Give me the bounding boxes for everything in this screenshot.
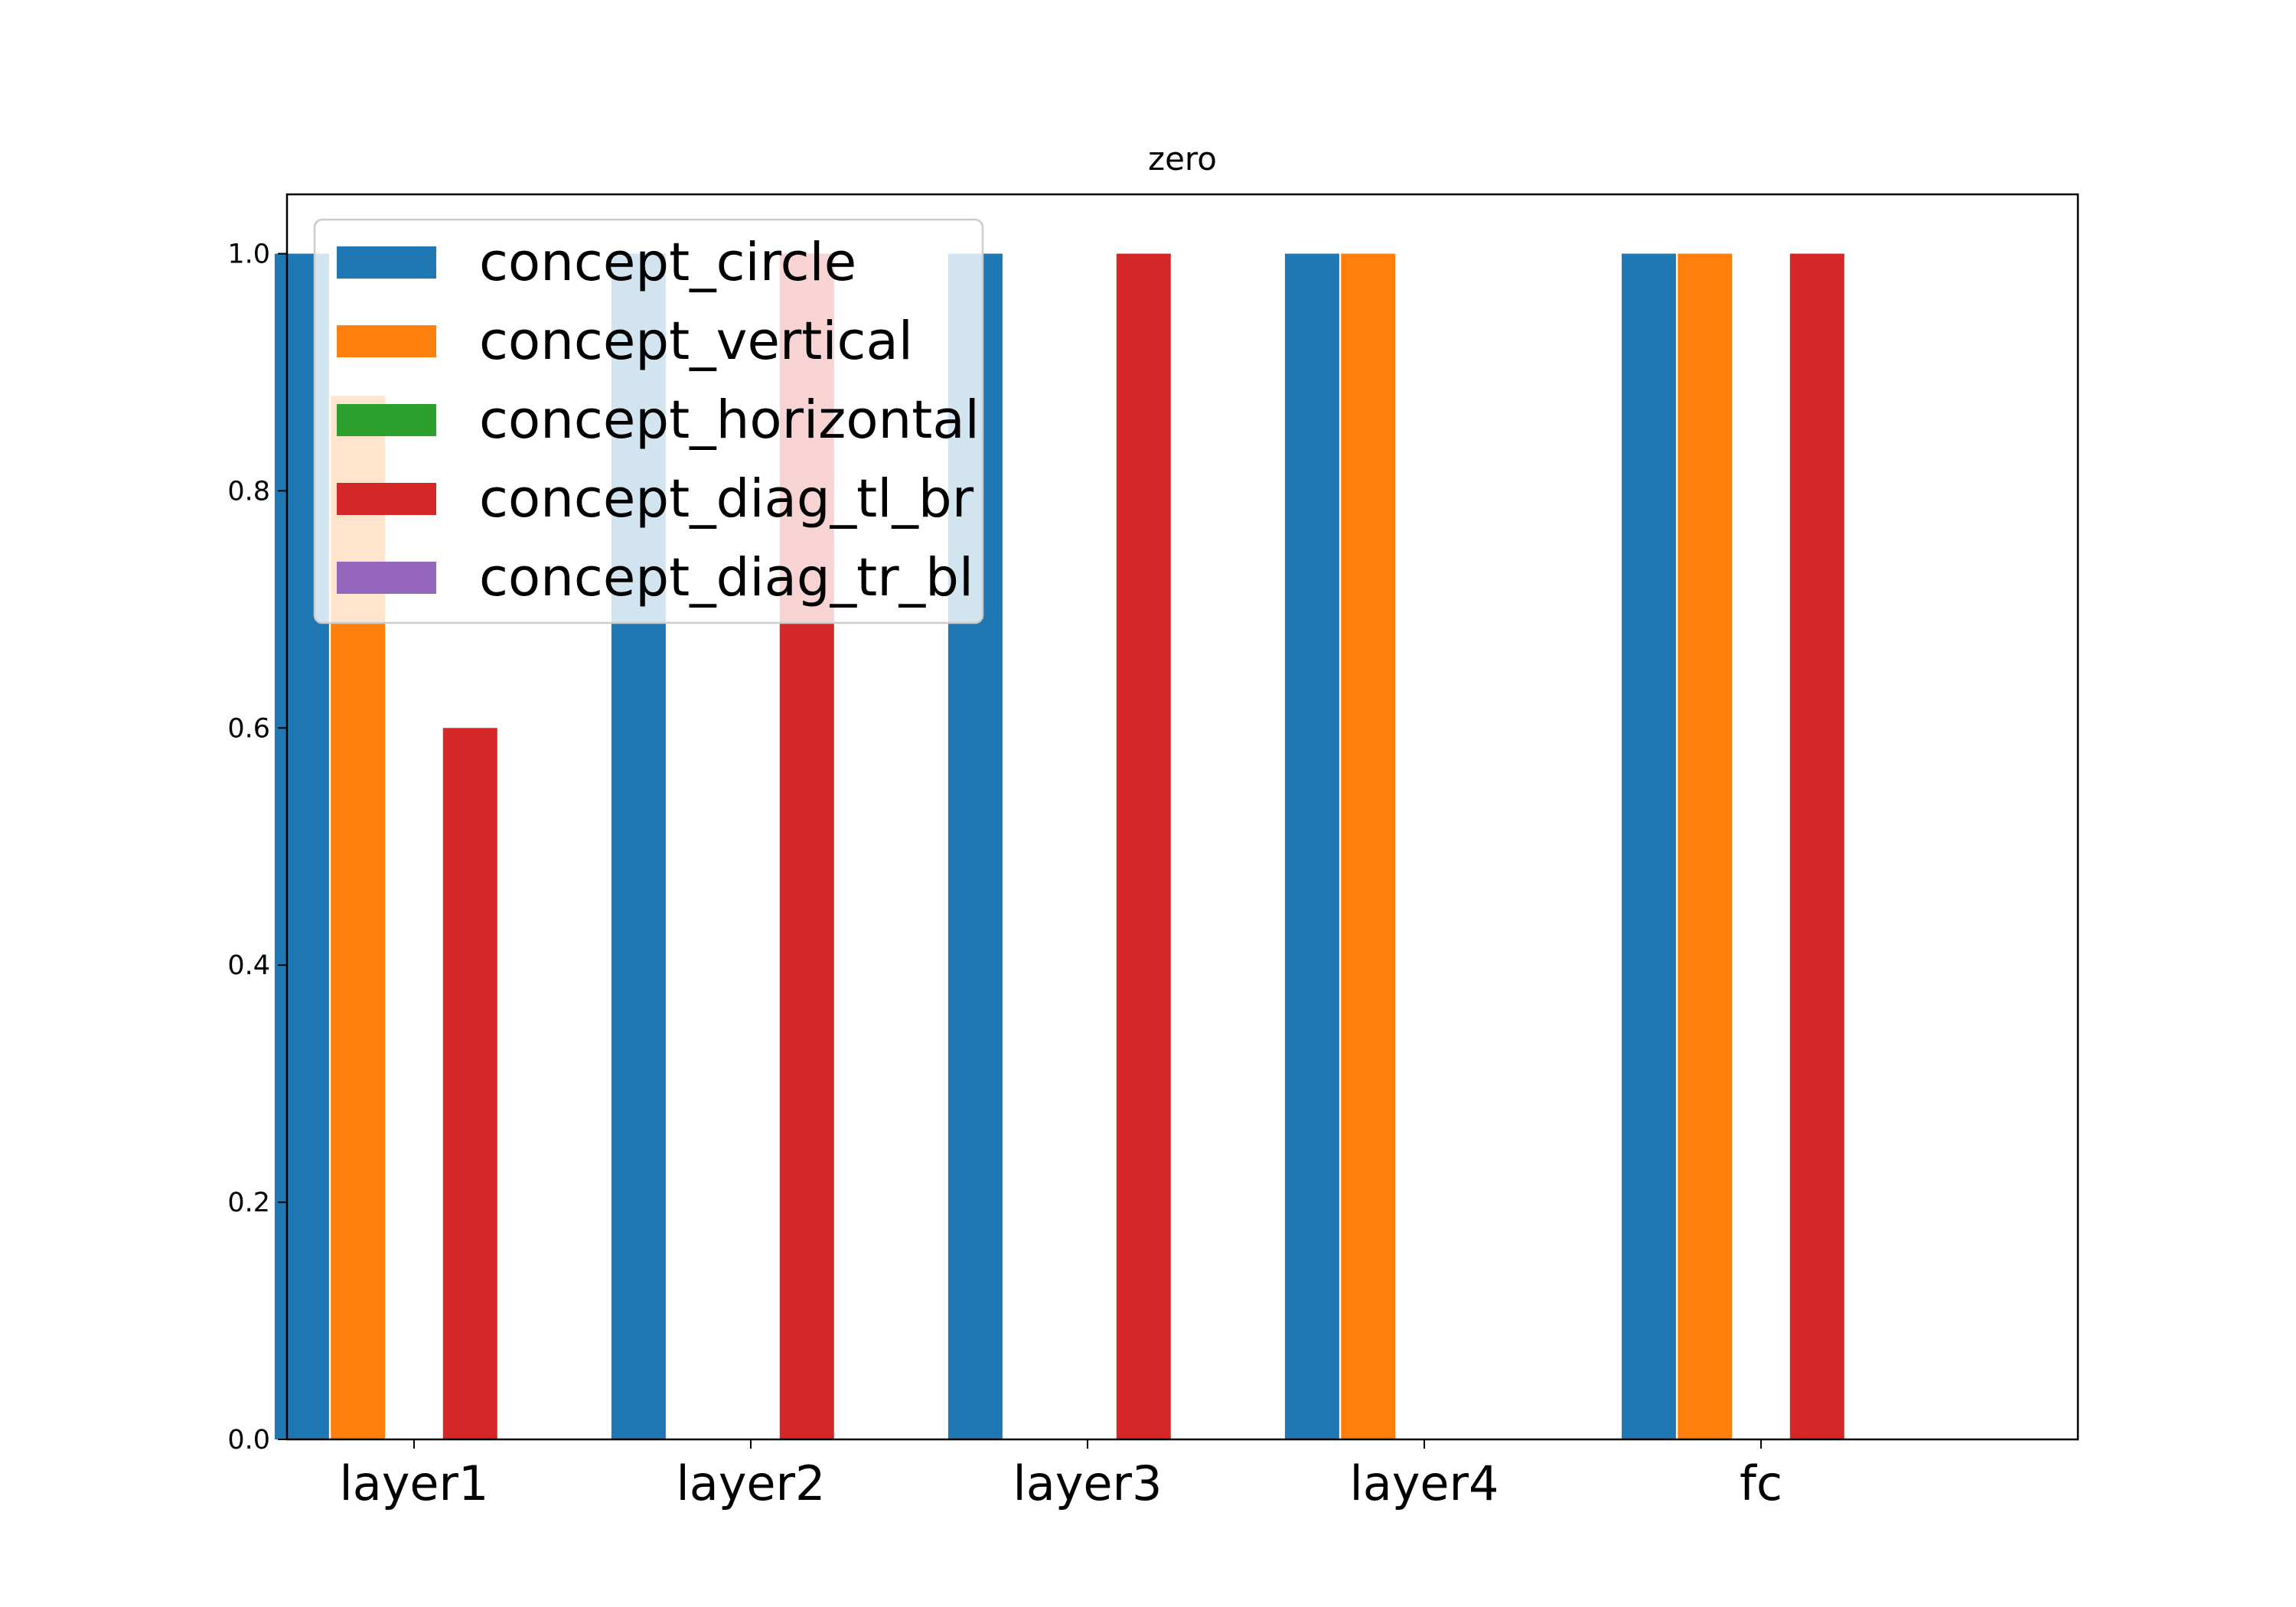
x-tick-label-layer3: layer3	[1013, 1455, 1163, 1511]
legend-swatch-concept_vertical	[337, 325, 436, 357]
x-tick-label-fc: fc	[1740, 1455, 1782, 1511]
y-tick-label: 0.6	[227, 713, 270, 744]
x-tick-label-layer2: layer2	[677, 1455, 826, 1511]
x-tick-label-layer1: layer1	[340, 1455, 489, 1511]
legend-label-concept_horizontal: concept_horizontal	[479, 390, 980, 451]
legend-box	[313, 218, 984, 624]
x-axis: layer1 layer2 layer3 layer4 fc	[340, 1439, 1782, 1511]
y-tick-label: 0.2	[227, 1188, 270, 1218]
legend-swatch-concept_circle	[337, 246, 436, 279]
y-axis: 0.0 0.2 0.4 0.6 0.8 1.0	[227, 239, 287, 1455]
legend: concept_circle concept_vertical concept_ho…	[313, 218, 984, 624]
y-tick-label: 0.4	[227, 950, 270, 981]
bar-concept_vertical-fc	[1678, 253, 1733, 1439]
legend-label-concept_circle: concept_circle	[479, 232, 856, 293]
chart-title: zero	[1148, 140, 1217, 178]
bar-concept_diag_tl_br-layer1	[442, 728, 497, 1439]
legend-swatch-concept_diag_tl_br	[337, 483, 436, 515]
legend-label-concept_diag_tr_bl: concept_diag_tr_bl	[479, 547, 974, 608]
y-tick-label: 0.8	[227, 476, 270, 507]
legend-label-concept_vertical: concept_vertical	[479, 311, 913, 372]
bar-concept_circle-layer4	[1284, 253, 1339, 1439]
legend-swatch-concept_horizontal	[337, 404, 436, 436]
bar-concept_diag_tl_br-fc	[1789, 253, 1844, 1439]
y-tick-label: 1.0	[227, 239, 270, 269]
legend-swatch-concept_diag_tr_bl	[337, 562, 436, 594]
x-tick-label-layer4: layer4	[1350, 1455, 1499, 1511]
bar-concept_circle-fc	[1621, 253, 1676, 1439]
legend-label-concept_diag_tl_br: concept_diag_tl_br	[479, 468, 974, 530]
bar-concept_vertical-layer4	[1341, 253, 1396, 1439]
plot-frame	[285, 193, 2079, 1441]
bar-concept_diag_tl_br-layer3	[1116, 253, 1171, 1439]
y-tick-label: 0.0	[227, 1425, 270, 1455]
